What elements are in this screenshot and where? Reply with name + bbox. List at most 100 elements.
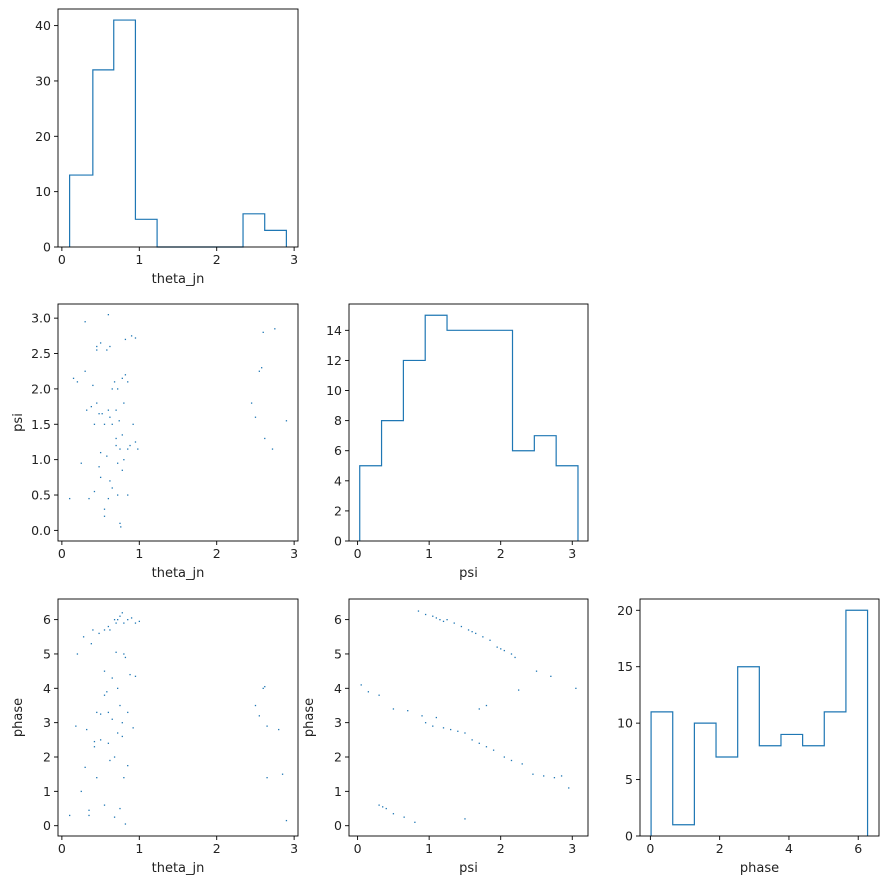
x-tick-label: 3 <box>290 252 298 267</box>
scatter-point <box>264 437 266 440</box>
scatter-point <box>109 629 111 631</box>
scatter-point <box>421 715 423 717</box>
scatter-point <box>503 649 505 652</box>
scatter-point <box>117 462 119 464</box>
scatter-point <box>82 636 85 638</box>
scatter-point <box>137 448 139 450</box>
x-tick-label: 2 <box>497 841 505 856</box>
scatter-point <box>138 620 140 623</box>
histogram-bar <box>360 466 382 541</box>
scatter-point <box>123 402 125 404</box>
y-tick-label: 1.0 <box>31 452 51 467</box>
x-tick-label: 0 <box>58 841 66 856</box>
scatter-point <box>120 526 122 528</box>
scatter-point <box>99 476 102 479</box>
y-tick-label: 14 <box>326 323 342 338</box>
histogram-step-line <box>359 314 579 541</box>
scatter-point <box>115 437 117 440</box>
scatter-point <box>121 735 123 738</box>
scatter-point <box>119 615 121 617</box>
histogram-bar <box>265 230 287 247</box>
histogram-bar <box>651 712 673 836</box>
scatter-point <box>99 342 102 344</box>
x-tick-label: 1 <box>425 546 433 561</box>
scatter-point <box>262 331 264 333</box>
y-axis-label: phase <box>11 698 26 737</box>
histogram-bar <box>403 360 425 541</box>
scatter-point <box>403 816 405 818</box>
x-tick-label: 4 <box>785 841 793 856</box>
scatter-point <box>121 612 123 614</box>
scatter-point <box>517 689 520 691</box>
scatter-point <box>264 685 266 688</box>
scatter-point <box>124 374 127 376</box>
scatter-point <box>266 725 268 727</box>
scatter-point <box>111 388 113 390</box>
scatter-point <box>464 732 466 734</box>
y-tick-label: 2 <box>334 750 342 765</box>
scatter-point <box>107 314 110 316</box>
x-tick-label: 1 <box>135 252 143 267</box>
scatter-point <box>119 522 121 525</box>
scatter-point <box>130 335 133 337</box>
scatter-point <box>568 787 570 789</box>
panel-scatter-theta_jn-phase: 0 1 2 3 0 1 2 3 4 5 6 theta_jn phase <box>11 598 299 876</box>
scatter-point <box>521 763 523 765</box>
scatter-point <box>127 448 129 450</box>
scatter-point <box>72 377 75 379</box>
y-tick-label: 1.5 <box>31 417 51 432</box>
y-tick-label: 3.0 <box>31 311 51 326</box>
scatter-point <box>124 823 127 825</box>
y-tick-label: 10 <box>617 716 633 731</box>
scatter-point <box>123 459 125 461</box>
scatter-point <box>543 775 545 777</box>
scatter-point <box>99 739 102 741</box>
histogram-step-line <box>650 609 869 836</box>
scatter-point <box>475 632 477 635</box>
scatter-point <box>123 653 125 655</box>
scatter-point <box>514 656 516 659</box>
histogram-bar <box>513 451 535 541</box>
scatter-point <box>111 677 113 679</box>
histogram-bar <box>673 825 695 836</box>
scatter-point <box>98 413 100 415</box>
scatter-point <box>123 622 125 624</box>
x-axis-label: theta_jn <box>152 861 205 876</box>
scatter-point <box>93 423 96 425</box>
scatter-point <box>101 413 103 415</box>
scatter-point <box>503 756 505 758</box>
scatter-point <box>127 494 129 496</box>
y-tick-label: 12 <box>326 353 342 368</box>
scatter-point <box>88 809 90 811</box>
histogram-bar <box>759 746 781 836</box>
scatter-point <box>106 349 108 351</box>
scatter-point <box>113 619 116 621</box>
scatter-point <box>96 345 98 348</box>
y-tick-label: 2.5 <box>31 346 51 361</box>
histogram-bar <box>803 746 825 836</box>
scatter-point <box>550 675 552 677</box>
scatter-point <box>76 653 79 655</box>
scatter-point <box>281 773 284 775</box>
histogram-bar <box>382 421 404 541</box>
scatter-point <box>254 416 257 418</box>
scatter-point <box>109 480 111 482</box>
scatter-point <box>117 687 119 690</box>
scatter-point <box>278 728 280 731</box>
scatter-point <box>113 756 116 758</box>
scatter-point <box>103 804 106 806</box>
scatter-point <box>103 694 106 696</box>
scatter-point <box>500 648 502 650</box>
scatter-point <box>115 409 117 411</box>
histogram-bar <box>425 315 447 541</box>
scatter-point <box>510 653 513 655</box>
x-tick-label: 2 <box>213 841 221 856</box>
x-tick-label: 0 <box>58 546 66 561</box>
scatter-point <box>107 497 110 500</box>
x-tick-label: 0 <box>354 546 362 561</box>
scatter-point <box>378 804 380 806</box>
scatter-point <box>124 656 127 659</box>
y-tick-label: 1 <box>334 784 342 799</box>
y-tick-label: 0.0 <box>31 523 51 538</box>
